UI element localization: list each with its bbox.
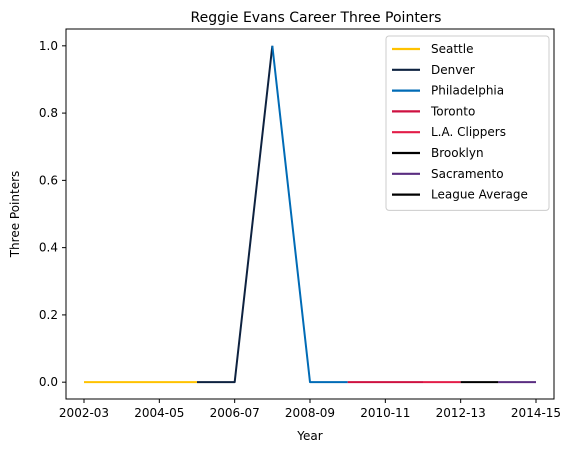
legend-entry: League Average [431, 188, 528, 202]
x-axis: 2002-03 2004-05 2006-07 2008-09 2010-11 2012-… [59, 399, 561, 420]
legend-entry: Sacramento [431, 167, 504, 181]
chart-title: Reggie Evans Career Three Pointers [191, 10, 442, 26]
legend-entry: L.A. Clippers [431, 125, 506, 139]
y-axis: 0.0 0.2 0.4 0.6 0.8 1.0 [39, 39, 66, 389]
legend-entry: Denver [431, 63, 475, 77]
x-tick-label: 2010-11 [360, 406, 410, 420]
y-tick-label: 0.4 [39, 241, 58, 255]
x-tick-label: 2008-09 [285, 406, 335, 420]
x-tick-label: 2012-13 [436, 406, 486, 420]
legend-entry: Philadelphia [431, 84, 504, 98]
x-tick-label: 2002-03 [59, 406, 109, 420]
series-line-2 [271, 45, 348, 384]
x-tick-label: 2014-15 [511, 406, 561, 420]
legend-entry: Brooklyn [431, 146, 484, 160]
legend-entry: Toronto [430, 104, 475, 118]
legend: Seattle Denver Philadelphia Toronto L.A. Cli… [385, 35, 550, 211]
x-tick-label: 2006-07 [210, 406, 260, 420]
y-tick-label: 0.2 [39, 308, 58, 322]
legend-entry: Seattle [431, 42, 473, 56]
legend-frame [385, 35, 550, 211]
series-lines [84, 45, 536, 384]
x-tick-label: 2004-05 [134, 406, 184, 420]
y-tick-label: 1.0 [39, 39, 58, 53]
y-tick-label: 0.8 [39, 106, 58, 120]
x-axis-label: Year [296, 429, 322, 443]
y-tick-label: 0.0 [39, 375, 58, 389]
y-tick-label: 0.6 [39, 173, 58, 187]
y-axis-label: Three Pointers [8, 171, 22, 259]
series-line-1 [197, 45, 274, 384]
